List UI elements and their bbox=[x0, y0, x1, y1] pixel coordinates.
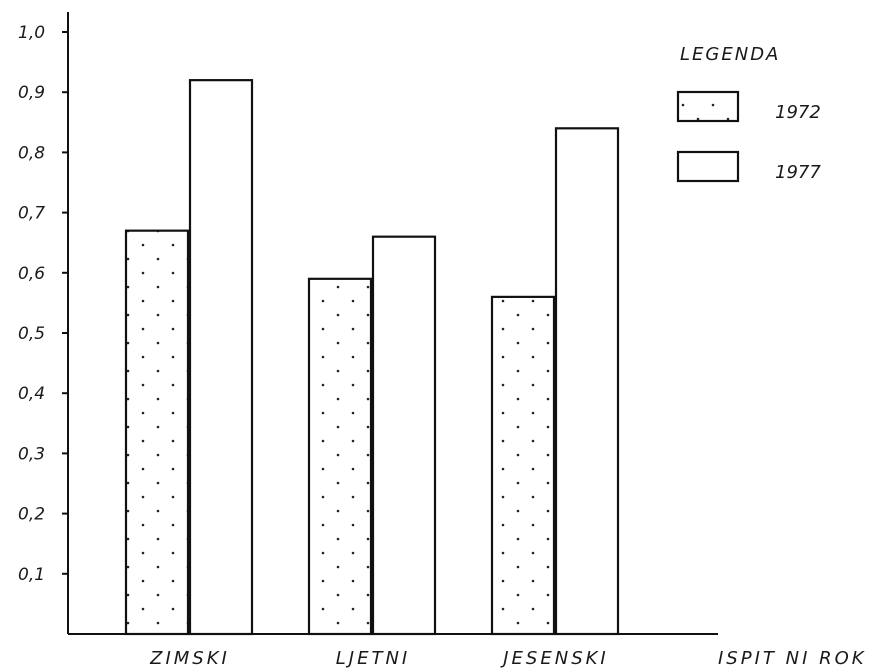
y-tick-label: 0,1 bbox=[18, 565, 45, 585]
bar-ljetni-1972 bbox=[307, 277, 373, 636]
x-axis-title: ISPIT NI ROK bbox=[718, 648, 867, 669]
bar-jesenski-1977 bbox=[554, 127, 620, 636]
legend-swatch-1972 bbox=[676, 90, 740, 123]
legend-label-1977: 1977 bbox=[775, 162, 821, 183]
bars-group bbox=[124, 79, 620, 636]
category-label: LJETNI bbox=[336, 648, 410, 669]
legend: LEGENDA 1972 1977 bbox=[676, 44, 821, 183]
category-label: JESENSKI bbox=[500, 648, 608, 669]
y-tick-label: 0,2 bbox=[18, 505, 45, 525]
y-tick-label: 0,4 bbox=[18, 384, 45, 404]
legend-label-1972: 1972 bbox=[775, 102, 821, 123]
bar-ljetni-1977 bbox=[371, 235, 437, 636]
y-tick-label: 0,9 bbox=[18, 83, 45, 103]
y-tick-label: 0,7 bbox=[18, 204, 45, 224]
category-labels: ZIMSKI LJETNI JESENSKI bbox=[149, 648, 608, 669]
legend-swatch-1977 bbox=[676, 150, 740, 183]
y-tick-label: 0,6 bbox=[18, 264, 45, 284]
y-tick-label: 0,8 bbox=[18, 143, 45, 163]
y-tick-label: 0,5 bbox=[18, 324, 45, 344]
category-label: ZIMSKI bbox=[149, 648, 230, 669]
bar-jesenski-1972 bbox=[490, 295, 556, 636]
legend-title: LEGENDA bbox=[680, 44, 780, 65]
y-tick-label: 1,0 bbox=[18, 23, 45, 43]
y-tick-label: 0,3 bbox=[18, 444, 45, 464]
bar-zimski-1977 bbox=[188, 79, 254, 636]
y-axis-ticks: 0,1 0,2 0,3 0,4 0,5 0,6 0,7 0,8 0,9 1,0 bbox=[18, 23, 68, 585]
bar-zimski-1972 bbox=[124, 229, 190, 636]
